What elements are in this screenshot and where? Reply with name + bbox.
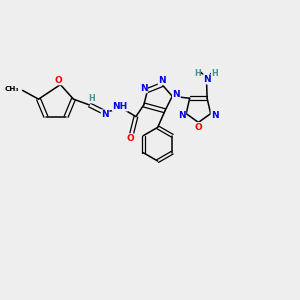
Text: N: N — [211, 111, 219, 120]
Text: CH₃: CH₃ — [4, 86, 19, 92]
Text: O: O — [194, 122, 202, 131]
Text: N: N — [172, 90, 180, 99]
Text: N: N — [140, 84, 147, 93]
Text: H: H — [211, 69, 218, 78]
Text: N: N — [203, 75, 210, 84]
Text: N: N — [178, 111, 186, 120]
Text: O: O — [54, 76, 62, 85]
Text: N: N — [101, 110, 109, 119]
Text: H: H — [88, 94, 95, 103]
Text: N: N — [158, 76, 166, 85]
Text: NH: NH — [112, 102, 128, 111]
Text: O: O — [126, 134, 134, 143]
Text: H: H — [194, 69, 201, 78]
